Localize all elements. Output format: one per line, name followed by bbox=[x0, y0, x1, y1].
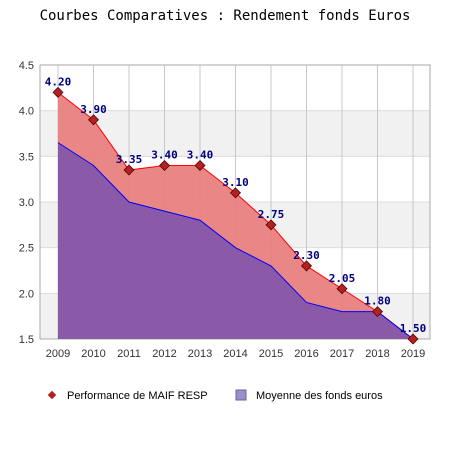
data-point bbox=[194, 159, 206, 171]
legend-label-moyenne: Moyenne des fonds euros bbox=[256, 390, 383, 402]
data-label: 3.10 bbox=[222, 176, 249, 189]
data-point bbox=[265, 219, 277, 231]
x-tick-label: 2018 bbox=[365, 348, 389, 360]
data-point bbox=[300, 260, 313, 272]
y-tick-label: 1.5 bbox=[19, 334, 34, 346]
data-point bbox=[336, 283, 348, 295]
data-point bbox=[123, 164, 135, 176]
y-tick-label: 2.0 bbox=[19, 288, 34, 300]
x-tick-label: 2016 bbox=[294, 348, 318, 360]
y-tick-label: 4.5 bbox=[19, 60, 34, 72]
legend-marker-diamond bbox=[47, 390, 57, 400]
x-tick-label: 2019 bbox=[401, 348, 425, 360]
legend-label-performance: Performance de MAIF RESP bbox=[67, 390, 208, 402]
x-tick-label: 2010 bbox=[81, 348, 105, 360]
data-label: 1.50 bbox=[400, 322, 427, 335]
y-tick-label: 3.5 bbox=[19, 151, 34, 163]
legend-marker-square bbox=[235, 389, 247, 401]
y-tick-label: 4.0 bbox=[19, 106, 34, 118]
y-tick-label: 3.0 bbox=[19, 197, 34, 209]
data-label: 3.35 bbox=[116, 153, 143, 166]
data-labels: 4.20 3.90 3.35 3.40 3.40 3.10 2.75 2.30 2.05 1.80… bbox=[45, 75, 427, 335]
data-point bbox=[229, 187, 242, 199]
chart-title: Courbes Comparatives : Rendement fonds E… bbox=[40, 8, 411, 24]
data-markers bbox=[52, 86, 419, 345]
x-tick-label: 2013 bbox=[188, 348, 212, 360]
data-point bbox=[158, 159, 171, 171]
data-point bbox=[87, 114, 100, 126]
x-tick-label: 2017 bbox=[330, 348, 354, 360]
line-moyenne bbox=[57, 142, 414, 340]
legend: Performance de MAIF RESP Moyenne des fon… bbox=[47, 389, 383, 402]
data-point bbox=[407, 333, 419, 345]
x-axis: 2009 2010 2011 2012 2013 2014 2015 2016 2017 2018… bbox=[46, 348, 425, 360]
data-point bbox=[371, 306, 384, 318]
x-tick-label: 2015 bbox=[259, 348, 283, 360]
data-point bbox=[52, 86, 64, 98]
data-label: 3.90 bbox=[80, 103, 107, 116]
data-label: 2.75 bbox=[258, 208, 285, 221]
legend-item-performance[interactable]: Performance de MAIF RESP bbox=[47, 390, 208, 402]
data-label: 4.20 bbox=[45, 75, 72, 88]
y-axis: 1.5 2.0 2.5 3.0 3.5 4.0 4.5 bbox=[19, 60, 34, 346]
data-label: 3.40 bbox=[187, 148, 214, 161]
y-tick-label: 2.5 bbox=[19, 243, 34, 255]
data-label: 2.05 bbox=[329, 272, 356, 285]
data-label: 2.30 bbox=[293, 249, 320, 262]
legend-item-moyenne[interactable]: Moyenne des fonds euros bbox=[235, 389, 383, 402]
x-tick-label: 2009 bbox=[46, 348, 70, 360]
x-tick-label: 2014 bbox=[223, 348, 247, 360]
x-tick-label: 2012 bbox=[152, 348, 176, 360]
data-label: 3.40 bbox=[151, 148, 178, 161]
area-moyenne bbox=[58, 142, 413, 339]
data-label: 1.80 bbox=[364, 295, 391, 308]
x-tick-label: 2011 bbox=[117, 348, 141, 360]
